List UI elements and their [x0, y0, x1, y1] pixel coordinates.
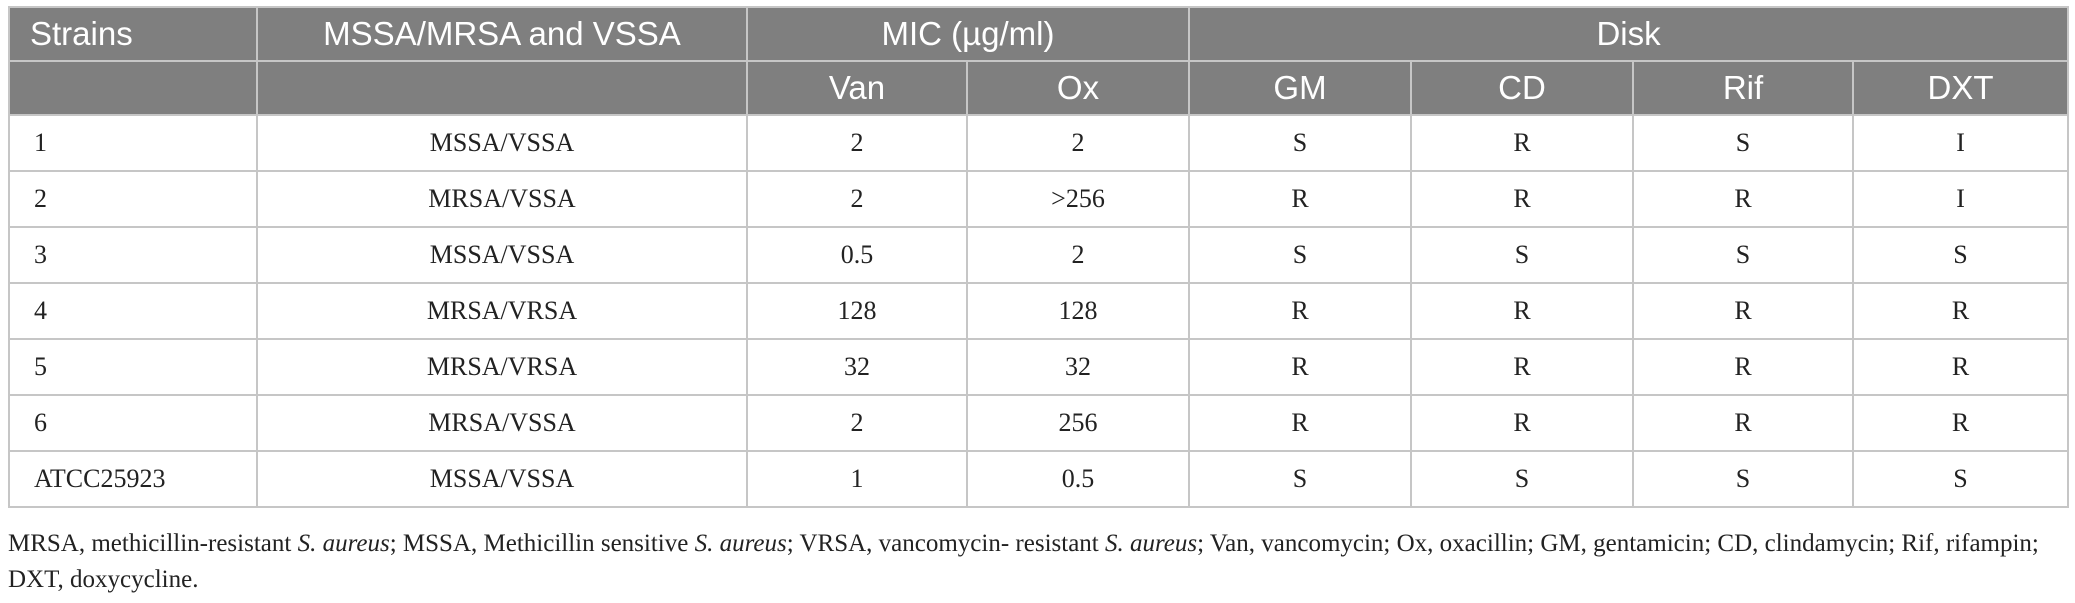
ox-cell: 2: [966, 114, 1190, 172]
van-cell: 1: [746, 450, 968, 508]
ox-cell: 0.5: [966, 450, 1190, 508]
table-row: ATCC25923 MSSA/VSSA 1 0.5 S S S S: [8, 450, 2070, 508]
strain-cell: 1: [8, 114, 258, 172]
strains-header: Strains: [8, 6, 258, 62]
dxt-cell: I: [1851, 170, 2070, 228]
classification-cell: MSSA/VSSA: [256, 226, 748, 284]
classification-cell: MSSA/VSSA: [256, 114, 748, 172]
footnote-text: MRSA, methicillin-resistant: [8, 530, 298, 557]
table-row: 5 MRSA/VRSA 32 32 R R R R: [8, 338, 2070, 396]
classification-cell: MRSA/VSSA: [256, 394, 748, 452]
van-cell: 2: [746, 170, 968, 228]
ox-cell: 2: [966, 226, 1190, 284]
cd-cell: R: [1410, 394, 1634, 452]
table-row: 2 MRSA/VSSA 2 >256 R R R I: [8, 170, 2070, 228]
gm-cell: R: [1188, 282, 1412, 340]
ox-header: Ox: [966, 60, 1190, 116]
gm-cell: R: [1188, 394, 1412, 452]
cd-cell: R: [1410, 114, 1634, 172]
footnote-text: ; MSSA, Methicillin sensitive: [389, 530, 695, 557]
mic-header: MIC (µg/ml): [746, 6, 1190, 62]
table-row: 4 MRSA/VRSA 128 128 R R R R: [8, 282, 2070, 340]
rif-header: Rif: [1632, 60, 1854, 116]
gm-cell: R: [1188, 170, 1412, 228]
gm-header: GM: [1188, 60, 1412, 116]
dxt-cell: S: [1851, 450, 2070, 508]
results-table: Strains MSSA/MRSA and VSSA MIC (µg/ml) D…: [8, 6, 2070, 508]
gm-cell: S: [1188, 450, 1412, 508]
rif-cell: R: [1632, 282, 1854, 340]
table-row: 6 MRSA/VSSA 2 256 R R R R: [8, 394, 2070, 452]
ox-cell: 128: [966, 282, 1190, 340]
ox-cell: 256: [966, 394, 1190, 452]
rif-cell: S: [1632, 226, 1854, 284]
van-cell: 0.5: [746, 226, 968, 284]
cd-cell: S: [1410, 450, 1634, 508]
dxt-cell: R: [1851, 394, 2070, 452]
header-row-1: Strains MSSA/MRSA and VSSA MIC (µg/ml) D…: [8, 6, 2070, 62]
table-row: 3 MSSA/VSSA 0.5 2 S S S S: [8, 226, 2070, 284]
cd-cell: R: [1410, 282, 1634, 340]
header-row-2: Van Ox GM CD Rif DXT: [8, 60, 2070, 116]
strain-cell: 3: [8, 226, 258, 284]
footnote-species: S. aureus: [694, 530, 787, 557]
table-row: 1 MSSA/VSSA 2 2 S R S I: [8, 114, 2070, 172]
footnote-text: ; Van, vancomycin; Ox, oxacillin; GM, ge…: [8, 530, 2039, 593]
rif-cell: S: [1632, 114, 1854, 172]
van-header: Van: [746, 60, 968, 116]
classification-cell: MRSA/VSSA: [256, 170, 748, 228]
cd-header: CD: [1410, 60, 1634, 116]
ox-cell: >256: [966, 170, 1190, 228]
dxt-cell: I: [1851, 114, 2070, 172]
footnote-species: S. aureus: [1104, 530, 1198, 557]
ox-cell: 32: [966, 338, 1190, 396]
gm-cell: R: [1188, 338, 1412, 396]
footnote-species: S. aureus: [297, 530, 390, 557]
van-cell: 32: [746, 338, 968, 396]
strain-cell: ATCC25923: [8, 450, 258, 508]
rif-cell: R: [1632, 394, 1854, 452]
gm-cell: S: [1188, 226, 1412, 284]
rif-cell: R: [1632, 338, 1854, 396]
strain-cell: 2: [8, 170, 258, 228]
cd-cell: S: [1410, 226, 1634, 284]
rif-cell: R: [1632, 170, 1854, 228]
van-cell: 128: [746, 282, 968, 340]
dxt-cell: R: [1851, 338, 2070, 396]
strain-cell: 6: [8, 394, 258, 452]
gm-cell: S: [1188, 114, 1412, 172]
classification-cell: MRSA/VRSA: [256, 282, 748, 340]
dxt-header: DXT: [1851, 60, 2070, 116]
empty-header-cell: [8, 60, 258, 116]
classification-cell: MSSA/VSSA: [256, 450, 748, 508]
rif-cell: S: [1632, 450, 1854, 508]
dxt-cell: S: [1851, 226, 2070, 284]
table-footnote: MRSA, methicillin-resistant S. aureus; M…: [8, 526, 2063, 598]
dxt-cell: R: [1851, 282, 2070, 340]
classification-cell: MRSA/VRSA: [256, 338, 748, 396]
footnote-text: ; VRSA, vancomycin- resistant: [786, 530, 1105, 557]
cd-cell: R: [1410, 338, 1634, 396]
strain-cell: 5: [8, 338, 258, 396]
cd-cell: R: [1410, 170, 1634, 228]
van-cell: 2: [746, 114, 968, 172]
empty-header-cell: [256, 60, 748, 116]
strain-cell: 4: [8, 282, 258, 340]
classification-header: MSSA/MRSA and VSSA: [256, 6, 748, 62]
disk-header: Disk: [1187, 6, 2070, 62]
van-cell: 2: [746, 394, 968, 452]
